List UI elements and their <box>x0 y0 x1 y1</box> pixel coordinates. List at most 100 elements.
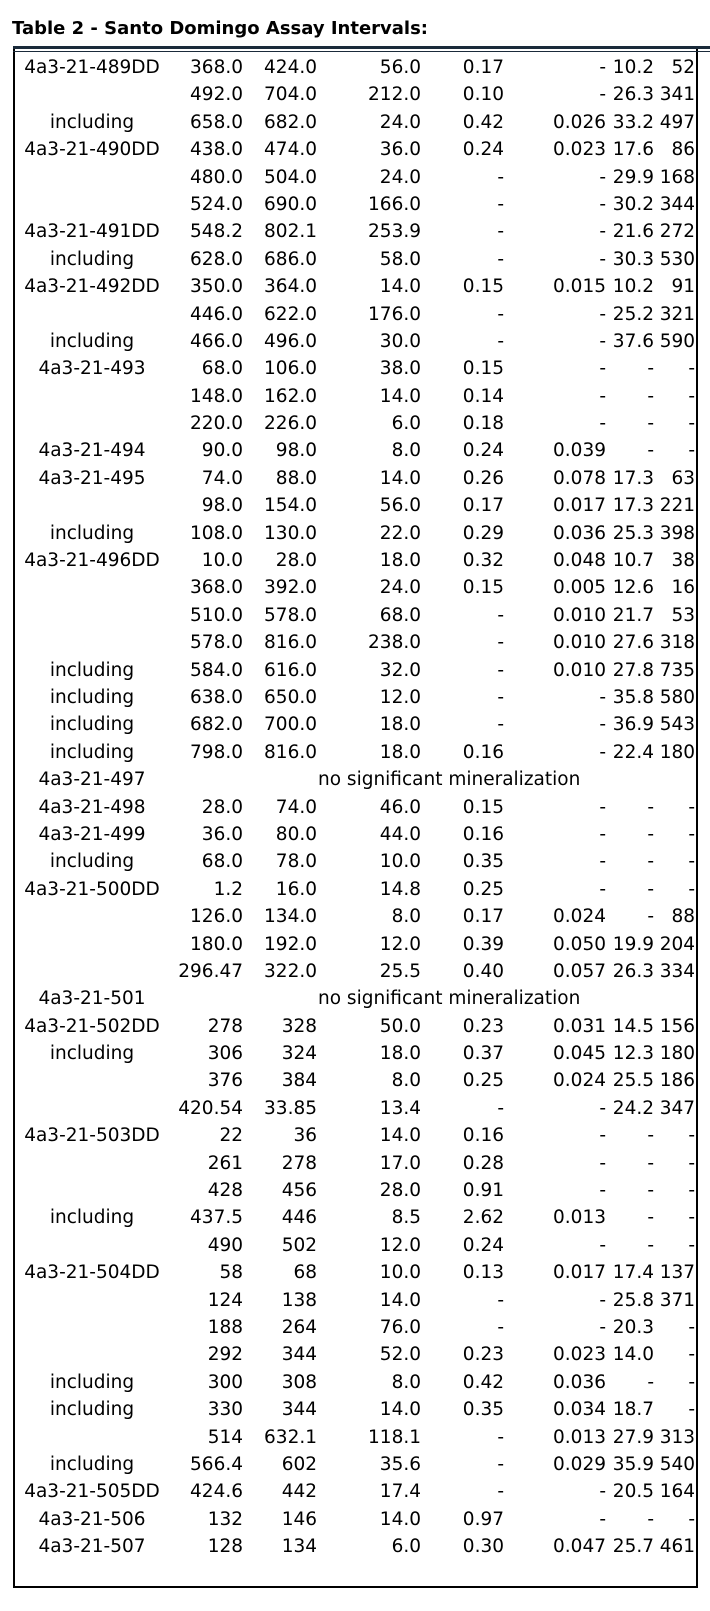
length-cell: 56.0 <box>379 57 421 78</box>
to-cell: 442 <box>281 1481 317 1503</box>
note-cell: no significant mineralization <box>318 988 581 1010</box>
from-cell: 108.0 <box>190 522 243 544</box>
length-cell: 22.0 <box>379 522 421 544</box>
table-row: 4a3-21-493 68.0 106.0 38.0 0.15 - - - <box>15 355 696 382</box>
col-8-cell: - <box>688 1152 695 1174</box>
length-cell: 52.0 <box>379 1344 421 1366</box>
hole-id-cell: 4a3-21-499 <box>38 823 146 845</box>
from-cell: 420.54 <box>178 1097 243 1119</box>
hole-id-cell: including <box>49 714 135 736</box>
col-7-cell: 26.3 <box>612 960 654 982</box>
to-cell: 134 <box>281 1536 317 1558</box>
cu-percent-cell: 0.15 <box>462 577 504 599</box>
hole-id-cell: 4a3-21-490DD <box>24 139 160 161</box>
to-cell: 456 <box>281 1180 317 1202</box>
to-cell: 324 <box>281 1043 317 1065</box>
table-row: 514 632.1 118.1 - 0.013 27.9 313 <box>15 1424 696 1451</box>
cu-percent-cell: 0.91 <box>462 1180 504 1202</box>
cu-percent-cell: 0.18 <box>462 413 504 435</box>
cu-percent-cell: 0.15 <box>462 358 504 380</box>
col-7-cell: 37.6 <box>612 330 654 352</box>
col-7-cell: 27.9 <box>612 1426 654 1448</box>
col-7-cell: 26.3 <box>612 84 654 106</box>
hole-id-cell: 4a3-21-495 <box>38 467 146 489</box>
col-6-cell: - <box>599 330 606 352</box>
cu-percent-cell: 0.24 <box>462 139 504 161</box>
from-cell: 36.0 <box>201 823 243 845</box>
table-row: including 798.0 816.0 18.0 0.16 -22.4 180 <box>15 739 696 766</box>
col-7-cell: 35.8 <box>612 686 654 708</box>
length-cell: 18.0 <box>379 741 421 763</box>
table-row: 420.54 33.85 13.4- -24.2 347 <box>15 1095 696 1122</box>
from-cell: 124 <box>207 1289 243 1311</box>
from-cell: 1.2 <box>213 878 243 900</box>
cu-percent-cell: 0.16 <box>462 741 504 763</box>
from-cell: 296.47 <box>178 960 243 982</box>
table-row: 98.0 154.0 56.0 0.17 0.017 17.3 221 <box>15 492 696 519</box>
cu-percent-cell: 0.17 <box>462 57 504 78</box>
col-7-cell: 10.2 <box>612 276 654 298</box>
col-8-cell: 86 <box>671 139 695 161</box>
table-row: including 638.0 650.0 12.0- -35.8 580 <box>15 684 696 711</box>
col-6-cell: - <box>599 248 606 270</box>
table-row: including 682.0 700.0 18.0- -36.9 543 <box>15 711 696 738</box>
to-cell: 192.0 <box>264 933 317 955</box>
table-row: including 566.4 602 35.6 - 0.029 35.9 540 <box>15 1451 696 1478</box>
cu-percent-cell: 0.35 <box>462 851 504 873</box>
table-row: 446.0 622.0 176.0- -25.2 321 <box>15 301 696 328</box>
length-cell: 56.0 <box>379 495 421 517</box>
cu-percent-cell: 0.37 <box>462 1043 504 1065</box>
cu-percent-cell: 2.62 <box>462 1207 504 1229</box>
length-cell: 13.4 <box>379 1097 421 1119</box>
table-row: 292 344 52.0 0.23 0.023 14.0 - <box>15 1341 696 1368</box>
col-8-cell: 540 <box>659 1453 695 1475</box>
col-8-cell: 461 <box>659 1536 695 1558</box>
col-7-cell: 24.2 <box>612 1097 654 1119</box>
hole-id-cell: including <box>49 659 135 681</box>
hole-id-cell: 4a3-21-493 <box>38 358 146 380</box>
from-cell: 22 <box>219 1125 243 1147</box>
hole-id-cell: including <box>49 1371 135 1393</box>
to-cell: 504.0 <box>264 166 317 188</box>
col-6-cell: - <box>599 1097 606 1119</box>
from-cell: 330 <box>207 1399 243 1421</box>
col-8-cell: 52 <box>671 57 695 78</box>
from-cell: 428 <box>207 1180 243 1202</box>
from-cell: 510.0 <box>190 604 243 626</box>
col-7-cell: 14.5 <box>612 1015 654 1037</box>
cu-percent-cell: 0.13 <box>462 1262 504 1284</box>
from-cell: 490 <box>207 1234 243 1256</box>
to-cell: 154.0 <box>264 495 317 517</box>
hole-id-cell: 4a3-21-494 <box>38 440 146 462</box>
length-cell: 12.0 <box>379 1234 421 1256</box>
from-cell: 28.0 <box>201 796 243 818</box>
length-cell: 176.0 <box>368 303 421 325</box>
to-cell: 424.0 <box>264 57 317 78</box>
col-7-cell: 10.2 <box>612 57 654 78</box>
table-row: 4a3-21-505DD 424.6 442 17.4- -20.5 164 <box>15 1478 696 1505</box>
cu-percent-cell: - <box>497 659 504 681</box>
table-row: 428 456 28.0 0.91 - - - <box>15 1177 696 1204</box>
col-6-cell: - <box>599 714 606 736</box>
col-6-cell: - <box>599 1234 606 1256</box>
col-7-cell: 22.4 <box>612 741 654 763</box>
length-cell: 12.0 <box>379 686 421 708</box>
col-8-cell: - <box>688 1508 695 1530</box>
col-7-cell: - <box>647 440 654 462</box>
from-cell: 798.0 <box>190 741 243 763</box>
col-7-cell: 36.9 <box>612 714 654 736</box>
from-cell: 584.0 <box>190 659 243 681</box>
col-7-cell: 29.9 <box>612 166 654 188</box>
table-row: including 300 308 8.0 0.42 0.036 - - <box>15 1369 696 1396</box>
col-7-cell: 14.0 <box>612 1344 654 1366</box>
col-6-cell: 0.017 <box>553 495 606 517</box>
col-7-cell: 25.3 <box>612 522 654 544</box>
col-8-cell: 347 <box>659 1097 695 1119</box>
col-8-cell: - <box>688 1399 695 1421</box>
length-cell: 8.0 <box>391 1371 421 1393</box>
cu-percent-cell: - <box>497 686 504 708</box>
cu-percent-cell: 0.30 <box>462 1536 504 1558</box>
to-cell: 344 <box>281 1344 317 1366</box>
col-7-cell: 27.6 <box>612 632 654 654</box>
length-cell: 38.0 <box>379 358 421 380</box>
